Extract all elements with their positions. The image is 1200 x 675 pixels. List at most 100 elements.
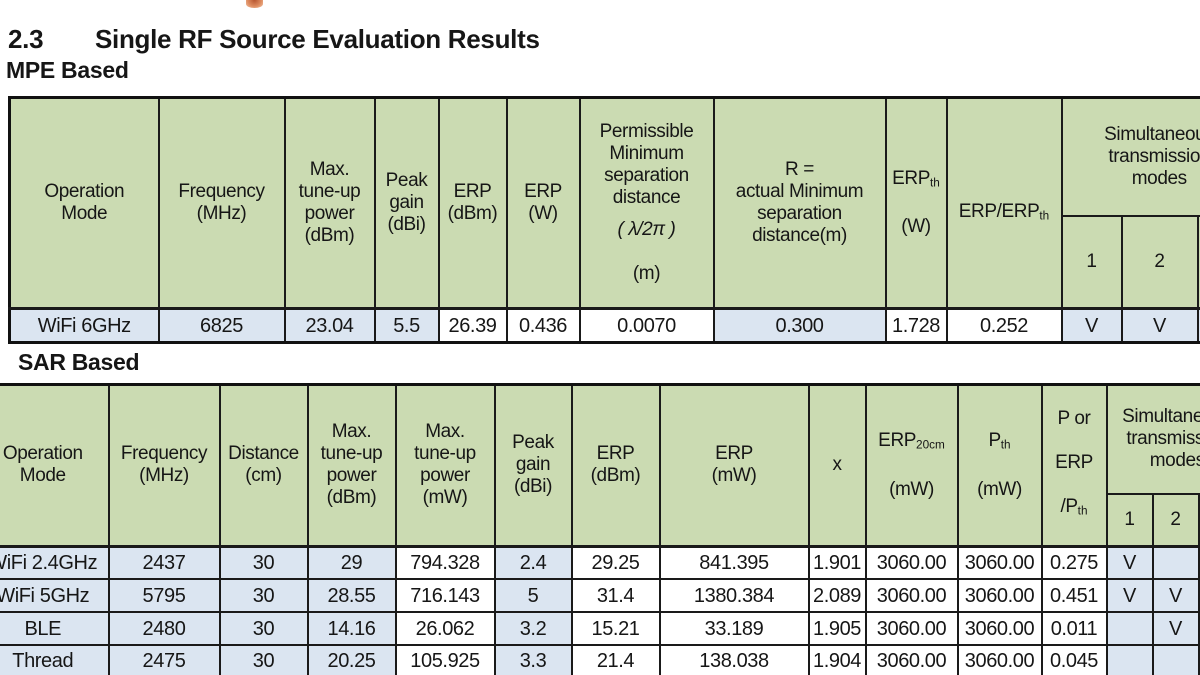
erp20cm-unit: (mW)	[889, 478, 934, 500]
mpe-subheader-row: 1 2	[10, 215, 1200, 310]
erp20cm-label: ERP20cm	[878, 430, 945, 452]
mpe-cell-erp-w: 0.436	[505, 307, 581, 344]
erpth-label: ERPth	[892, 167, 940, 190]
mpe-header-max-tuneup: Max. tune-up power (dBm)	[283, 96, 376, 310]
sar-header-frequency: Frequency (MHz)	[107, 383, 221, 548]
sar-table-wrap: Operation Mode Frequency (MHz) Distance …	[0, 383, 1200, 675]
sar-cell-erp20cm: 3060.00	[864, 611, 959, 647]
mpe-data-row: WiFi 6GHz 6825 23.04 5.5 26.39 0.436 0.0…	[8, 307, 1200, 344]
sar-header-operation-mode: Operation Mode	[0, 383, 110, 548]
sar-cell-frequency: 5795	[107, 578, 221, 614]
sar-cell-pth: 3060.00	[956, 611, 1043, 647]
sar-cell-x: 1.905	[807, 611, 867, 647]
sar-cell-distance: 30	[218, 644, 309, 675]
sar-mode-col-1: 1	[1105, 492, 1154, 548]
sar-subheader-row: 1 2	[0, 492, 1200, 548]
sar-heading: SAR Based	[18, 349, 140, 375]
sar-header-max-tuneup-dbm: Max. tune-up power (dBm)	[306, 383, 397, 548]
sar-cell-max-tuneup-dbm: 14.16	[306, 611, 397, 647]
sar-cell-erp-dbm: 21.4	[570, 644, 661, 675]
mpe-mode-col-1: 1	[1060, 215, 1123, 310]
sar-cell-erp-mw: 33.189	[658, 611, 810, 647]
sar-cell-mode-2	[1151, 544, 1200, 581]
mpe-header-erp-w: ERP (W)	[505, 96, 581, 310]
sar-cell-distance: 30	[218, 544, 309, 581]
mpe-header-erpth: ERPth (W)	[884, 96, 948, 310]
mpe-table: Operation Mode Frequency (MHz) Max. tune…	[8, 96, 1200, 344]
sar-cell-max-tuneup-mw: 794.328	[394, 544, 496, 581]
sar-cell-max-tuneup-mw: 105.925	[394, 644, 496, 675]
mpe-header-simultaneous: Simultaneous transmission modes	[1060, 96, 1200, 218]
permissible-lines: Permissible Minimum separation distance	[599, 121, 694, 208]
sar-cell-operation-mode: WiFi 5GHz	[0, 578, 110, 614]
sar-data-row-ble: BLE 2480 30 14.16 26.062 3.2 15.21 33.18…	[0, 611, 1200, 647]
sar-cell-erp-mw: 1380.384	[658, 578, 810, 614]
sar-cell-peak-gain: 2.4	[493, 544, 573, 581]
sar-cell-pth: 3060.00	[956, 644, 1043, 675]
sar-cell-erp-dbm: 29.25	[570, 544, 661, 581]
sar-cell-x: 1.901	[807, 544, 867, 581]
sar-table: Operation Mode Frequency (MHz) Distance …	[0, 383, 1200, 675]
mpe-header-frequency: Frequency (MHz)	[157, 96, 286, 310]
sar-header-distance: Distance (cm)	[218, 383, 309, 548]
mpe-cell-erp-dbm: 26.39	[437, 307, 508, 344]
sar-cell-mode-cut	[1197, 544, 1200, 581]
sar-header-x: x	[807, 383, 867, 548]
mpe-cell-erp-ratio: 0.252	[945, 307, 1063, 344]
sar-cell-erp-mw: 138.038	[658, 644, 810, 675]
sar-header-row: Operation Mode Frequency (MHz) Distance …	[0, 383, 1200, 548]
sar-cell-ratio: 0.045	[1040, 644, 1108, 675]
p-ratio-line3: /Pth	[1060, 496, 1088, 518]
mpe-header-erp-ratio: ERP/ERPth	[945, 96, 1063, 310]
sar-cell-peak-gain: 5	[493, 578, 573, 614]
sar-header-p-or-erp-ratio: P or ERP /Pth	[1040, 383, 1108, 548]
mpe-heading: MPE Based	[6, 57, 129, 83]
sar-cell-peak-gain: 3.2	[493, 611, 573, 647]
sar-header-erp-dbm: ERP (dBm)	[570, 383, 661, 548]
sar-cell-pth: 3060.00	[956, 544, 1043, 581]
sar-cell-ratio: 0.011	[1040, 611, 1108, 647]
sar-cell-max-tuneup-mw: 26.062	[394, 611, 496, 647]
mpe-cell-operation-mode: WiFi 6GHz	[8, 307, 160, 344]
mpe-cell-mode-cut	[1196, 307, 1200, 344]
sar-cell-ratio: 0.451	[1040, 578, 1108, 614]
sar-cell-operation-mode: WiFi 2.4GHz	[0, 544, 110, 581]
sar-cell-x: 1.904	[807, 644, 867, 675]
sar-header-erp20cm: ERP20cm (mW)	[864, 383, 959, 548]
sar-header-max-tuneup-mw: Max. tune-up power (mW)	[394, 383, 496, 548]
mpe-cell-permissible-distance: 0.0070	[578, 307, 715, 344]
mpe-cell-frequency: 6825	[157, 307, 286, 344]
mpe-cell-erpth: 1.728	[884, 307, 948, 344]
mpe-header-erp-dbm: ERP (dBm)	[437, 96, 508, 310]
sar-data-row-wifi5: WiFi 5GHz 5795 30 28.55 716.143 5 31.4 1…	[0, 578, 1200, 614]
sar-cell-operation-mode: BLE	[0, 611, 110, 647]
mpe-header-peak-gain: Peak gain (dBi)	[373, 96, 440, 310]
sar-header-pth: Pth (mW)	[956, 383, 1043, 548]
sar-data-row-thread: Thread 2475 30 20.25 105.925 3.3 21.4 13…	[0, 644, 1200, 675]
sar-cell-erp20cm: 3060.00	[864, 544, 959, 581]
sar-cell-mode-1: V	[1105, 544, 1154, 581]
sar-cell-frequency: 2480	[107, 611, 221, 647]
pth-label: Pth	[988, 430, 1011, 452]
section-number: 2.3	[8, 24, 44, 54]
sar-cell-mode-2	[1151, 644, 1200, 675]
permissible-unit: (m)	[632, 263, 661, 284]
sar-cell-frequency: 2475	[107, 644, 221, 675]
sar-mode-col-cut	[1197, 492, 1200, 548]
sar-cell-erp20cm: 3060.00	[864, 578, 959, 614]
mpe-table-wrap: Operation Mode Frequency (MHz) Max. tune…	[8, 96, 1200, 344]
mpe-cell-max-tuneup: 23.04	[283, 307, 376, 344]
mpe-cell-peak-gain: 5.5	[373, 307, 440, 344]
sar-cell-max-tuneup-dbm: 29	[306, 544, 397, 581]
sar-cell-operation-mode: Thread	[0, 644, 110, 675]
sar-cell-mode-cut	[1197, 611, 1200, 647]
mpe-header-actual-distance: R = actual Minimum separation distance(m…	[712, 96, 887, 310]
mpe-header-permissible-distance: Permissible Minimum separation distance …	[578, 96, 715, 310]
mpe-cell-mode-2: V	[1120, 307, 1199, 344]
erpth-unit: (W)	[901, 216, 931, 238]
mpe-cell-actual-distance: 0.300	[712, 307, 887, 344]
sar-cell-erp-dbm: 31.4	[570, 578, 661, 614]
mpe-header-row: Operation Mode Frequency (MHz) Max. tune…	[8, 96, 1200, 310]
logo-fragment-icon	[246, 0, 263, 8]
